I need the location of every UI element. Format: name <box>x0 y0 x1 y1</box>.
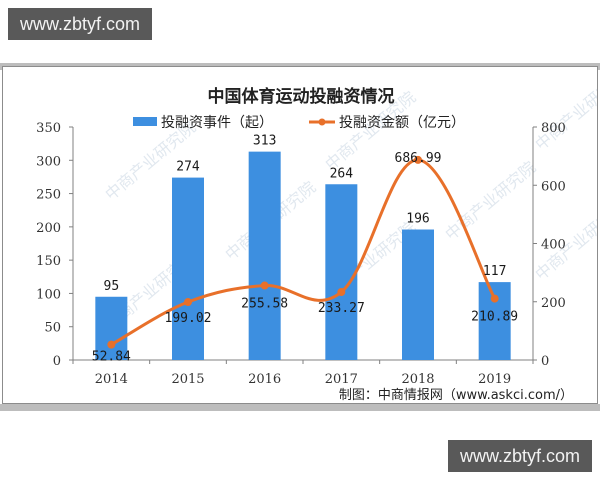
left-axis-tick-label: 200 <box>36 221 61 236</box>
right-axis-tick-label: 0 <box>541 354 549 369</box>
line-marker <box>107 340 116 349</box>
line-value-label: 255.58 <box>241 297 288 312</box>
data-labels: 95 274 313 264 196 117 52.84 199.02 255.58 233.27… <box>92 134 518 365</box>
chart-frame: 中商产业研究院 中商产业研究院 中商产业研究院 中商产业研究院 中商产业研究院 中商产业研… <box>2 66 600 404</box>
left-axis-tick-label: 350 <box>36 121 61 136</box>
x-axis-tick-label: 2018 <box>401 372 434 387</box>
bar-value-label: 313 <box>253 134 276 149</box>
bar <box>248 151 281 360</box>
line-value-label: 233.27 <box>318 301 365 316</box>
source-caption: 制图：中商情报网（www.askci.com/） <box>339 388 573 403</box>
watermark-text: 中商产业研究院 <box>531 68 597 155</box>
watermark-text: 中商产业研究院 <box>441 158 539 245</box>
bar <box>402 229 434 360</box>
line-marker <box>490 294 499 303</box>
x-axis-tick-label: 2014 <box>95 372 128 387</box>
left-axis-tick-label: 100 <box>36 287 61 302</box>
x-axis-tick-label: 2019 <box>478 372 511 387</box>
left-axis-tick-label: 300 <box>36 154 61 169</box>
bar-value-label: 117 <box>483 264 506 279</box>
left-axis-tick-label: 0 <box>53 354 61 369</box>
bar-value-label: 264 <box>330 166 354 181</box>
right-axis-tick-label: 200 <box>541 296 566 311</box>
bar <box>95 296 128 360</box>
line-marker <box>414 155 422 164</box>
watermark-banner-top: www.zbtyf.com <box>8 8 152 40</box>
x-axis-tick-label: 2015 <box>171 372 204 387</box>
right-axis-tick-label: 400 <box>541 238 566 253</box>
bar-value-label: 196 <box>406 212 429 227</box>
legend-line-marker-icon <box>318 118 326 126</box>
right-axis-tick-label: 800 <box>541 121 566 136</box>
legend-line-label: 投融资金额（亿元） <box>339 115 465 131</box>
right-axis-tick-label: 600 <box>541 179 566 194</box>
bar-value-label: 95 <box>104 279 120 294</box>
bar <box>325 184 358 360</box>
legend-bar-swatch-icon <box>133 117 157 126</box>
x-axis-tick-label: 2017 <box>325 372 358 387</box>
left-axis-tick-label: 50 <box>44 321 61 336</box>
left-axis-tick-label: 250 <box>36 188 61 203</box>
legend: 投融资事件（起） 投融资金额（亿元） <box>133 115 465 131</box>
line-marker <box>260 281 269 290</box>
watermark-banner-bottom: www.zbtyf.com <box>448 440 592 472</box>
bar-value-label: 274 <box>176 160 200 175</box>
line-marker <box>184 298 192 307</box>
line-marker <box>337 288 346 297</box>
bottom-divider-band <box>0 404 600 411</box>
legend-bars-label: 投融资事件（起） <box>161 115 273 131</box>
x-axis-tick-label: 2016 <box>248 372 281 387</box>
left-axis-tick-label: 150 <box>36 254 61 269</box>
chart-title: 中国体育运动投融资情况 <box>208 86 395 107</box>
line-value-label: 686.99 <box>395 151 442 166</box>
axes: 0 50 100 150 200 250 300 350 0 200 400 600 800 2014 20… <box>36 121 566 387</box>
bar <box>172 177 204 360</box>
line-value-label: 52.84 <box>92 350 131 365</box>
bar-series <box>95 151 511 360</box>
line-value-label: 199.02 <box>165 311 212 326</box>
line-value-label: 210.89 <box>471 310 518 325</box>
line-series <box>107 155 499 349</box>
